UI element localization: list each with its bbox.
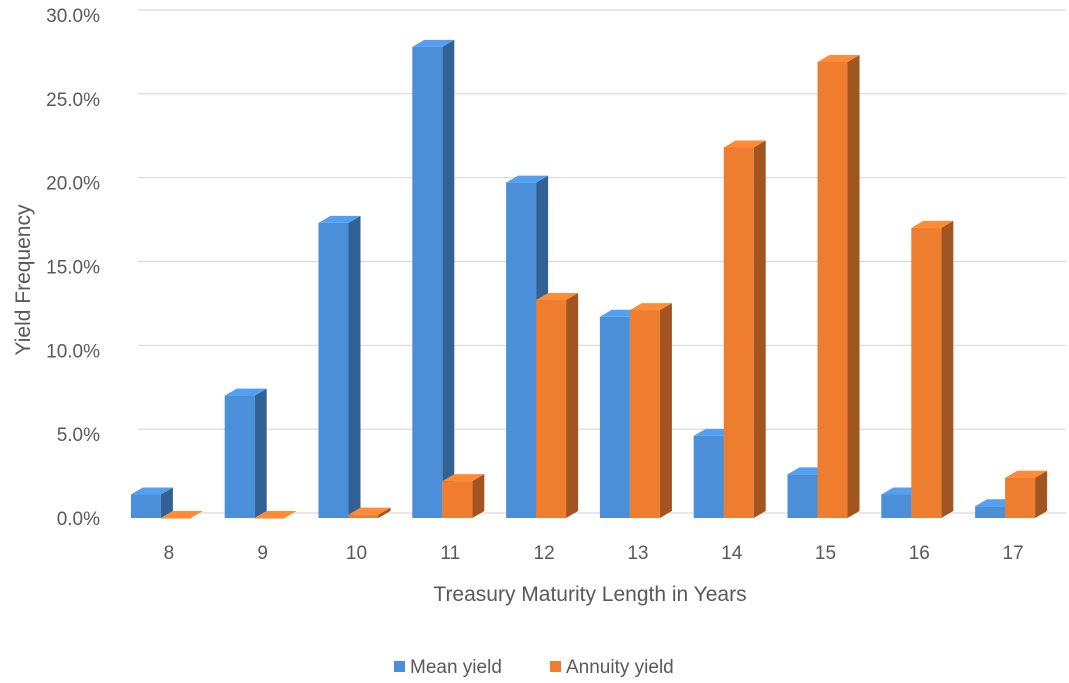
- bar-top-face: [817, 54, 860, 62]
- bar-annuity-yield-11: [442, 474, 485, 518]
- bar-side-face: [753, 140, 766, 518]
- bar-front-face: [224, 395, 255, 518]
- bar-side-face: [472, 474, 485, 518]
- bar-front-face: [723, 147, 754, 518]
- bar-front-face: [506, 182, 537, 518]
- bar-top-face: [318, 215, 361, 223]
- bar-side-face: [566, 293, 579, 518]
- bar-annuity-yield-12: [536, 293, 579, 518]
- bar-side-face: [378, 507, 391, 518]
- bar-front-face: [911, 227, 942, 519]
- x-axis-title: Treasury Maturity Length in Years: [433, 583, 746, 606]
- bar-side-face: [847, 54, 860, 519]
- x-tick-label: 12: [534, 543, 555, 564]
- bar-side-face: [160, 487, 173, 518]
- x-tick-label: 8: [164, 543, 175, 564]
- legend-label-mean-yield: Mean yield: [410, 657, 502, 678]
- bar-front-face: [442, 481, 473, 518]
- bar-mean-yield-8: [130, 487, 173, 518]
- bar-annuity-yield-9: [254, 511, 297, 519]
- legend-swatch-annuity-yield: [550, 661, 561, 672]
- bar-top-face: [130, 487, 173, 495]
- bar-top-face: [254, 511, 297, 518]
- bar-side-face: [254, 388, 267, 518]
- bar-top-face: [506, 175, 549, 183]
- x-tick-label: 11: [440, 543, 460, 564]
- y-tick-label: 10.0%: [46, 341, 100, 362]
- bar-front-face: [160, 518, 191, 519]
- x-tick-label: 14: [721, 543, 743, 564]
- bar-front-face: [348, 514, 379, 518]
- y-axis-ticks: 0.0% 5.0% 10.0% 15.0% 20.0% 25.0% 30.0%: [46, 6, 100, 530]
- y-axis-title: Yield Frequency: [12, 204, 35, 355]
- legend-label-annuity-yield: Annuity yield: [566, 657, 674, 678]
- bar-top-face: [224, 388, 267, 396]
- bar-front-face: [130, 494, 161, 518]
- bar-front-face: [1005, 477, 1036, 518]
- y-tick-label: 25.0%: [46, 90, 100, 111]
- x-tick-label: 9: [257, 543, 268, 564]
- bar-front-face: [254, 518, 285, 519]
- bar-top-face: [911, 220, 954, 228]
- bar-mean-yield-9: [224, 388, 267, 518]
- y-tick-label: 15.0%: [46, 258, 100, 279]
- bar-top-face: [412, 39, 455, 47]
- bars: [130, 39, 1048, 519]
- bar-top-face: [348, 507, 391, 515]
- bar-front-face: [693, 435, 724, 518]
- bar-mean-yield-10: [318, 215, 361, 518]
- bar-front-face: [881, 494, 912, 518]
- bar-front-face: [536, 300, 567, 518]
- bar-annuity-yield-10: [348, 507, 391, 518]
- bar-annuity-yield-17: [1005, 470, 1048, 518]
- x-tick-label: 13: [627, 543, 648, 564]
- bar-front-face: [318, 222, 349, 518]
- y-tick-label: 0.0%: [57, 509, 100, 530]
- bar-annuity-yield-8: [160, 511, 203, 519]
- bar-annuity-yield-15: [817, 54, 860, 519]
- bar-top-face: [1005, 470, 1048, 478]
- bar-front-face: [817, 61, 848, 519]
- legend: Mean yield Annuity yield: [394, 657, 674, 678]
- bar-side-face: [348, 215, 361, 518]
- bar-front-face: [975, 506, 1006, 518]
- bar-side-face: [659, 303, 672, 518]
- bar-top-face: [723, 140, 766, 148]
- x-axis-ticks: 8 9 10 11 12 13 14 15 16 17: [164, 543, 1024, 564]
- bar-annuity-yield-13: [629, 303, 672, 518]
- bar-top-face: [442, 474, 485, 482]
- legend-swatch-mean-yield: [394, 661, 405, 672]
- bar-annuity-yield-16: [911, 220, 954, 519]
- x-tick-label: 16: [909, 543, 930, 564]
- bar-front-face: [599, 316, 630, 518]
- x-tick-label: 15: [815, 543, 836, 564]
- bar-side-face: [941, 220, 954, 519]
- bar-annuity-yield-14: [723, 140, 766, 518]
- y-tick-label: 20.0%: [46, 174, 100, 195]
- bar-top-face: [629, 303, 672, 311]
- x-tick-label: 10: [346, 543, 367, 564]
- bar-front-face: [629, 310, 660, 518]
- bar-front-face: [412, 46, 443, 519]
- bar-side-face: [442, 39, 455, 519]
- x-tick-label: 17: [1003, 543, 1024, 564]
- bar-top-face: [536, 293, 579, 301]
- bar-mean-yield-11: [412, 39, 455, 519]
- bar-top-face: [160, 511, 203, 518]
- y-tick-label: 5.0%: [57, 425, 100, 446]
- bar-front-face: [787, 474, 818, 518]
- y-tick-label: 30.0%: [46, 6, 100, 27]
- bar-side-face: [1035, 470, 1048, 518]
